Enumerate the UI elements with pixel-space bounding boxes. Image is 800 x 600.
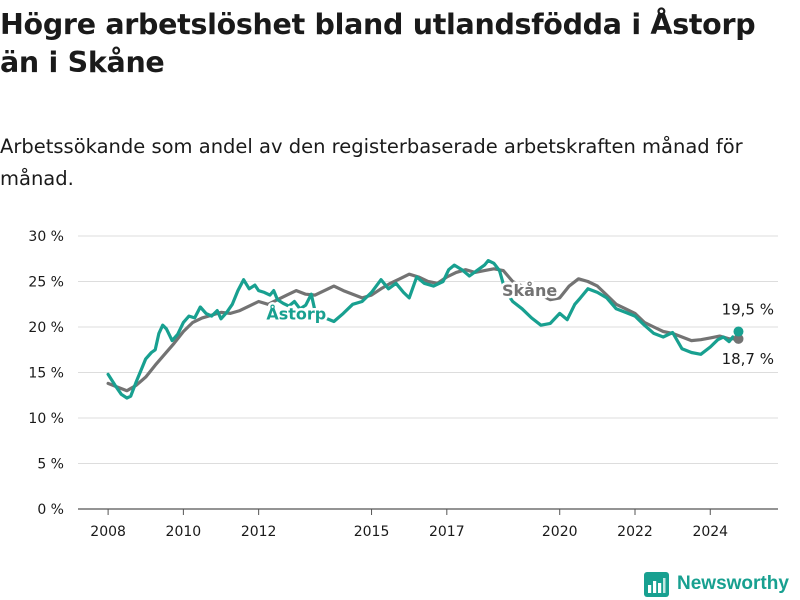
y-tick-label: 30 %: [28, 229, 64, 245]
newsworthy-logo: Newsworthy: [644, 568, 789, 600]
x-tick-label: 2024: [692, 524, 728, 540]
y-tick-label: 0 %: [37, 502, 64, 518]
x-tick-label: 2017: [429, 524, 465, 540]
series-label-astorp: Åstorp: [266, 305, 326, 324]
y-tick-label: 15 %: [28, 366, 64, 382]
brand-name: Newsworthy: [677, 573, 789, 594]
x-tick-label: 2022: [617, 524, 653, 540]
page-title: Högre arbetslöshet bland utlandsfödda i …: [0, 8, 756, 79]
end-value-label-skane: 18,7 %: [722, 350, 774, 368]
y-tick-label: 5 %: [37, 457, 64, 473]
x-tick-label: 2008: [90, 524, 126, 540]
y-tick-label: 10 %: [28, 411, 64, 427]
y-tick-label: 25 %: [28, 275, 64, 291]
series-line-astorp: [106, 259, 741, 400]
end-point-skane: [733, 333, 744, 344]
end-value-label-astorp: 19,5 %: [722, 301, 774, 319]
series-label-skane: Skåne: [502, 281, 557, 300]
x-tick-label: 2020: [542, 524, 578, 540]
bar-chart-logo-icon: [644, 571, 669, 597]
x-tick-label: 2010: [166, 524, 202, 540]
end-point-astorp: [733, 326, 744, 337]
x-tick-label: 2015: [354, 524, 390, 540]
page-subtitle: Arbetssökande som andel av den registerb…: [0, 135, 743, 190]
x-tick-label: 2012: [241, 524, 277, 540]
y-tick-label: 20 %: [28, 320, 64, 336]
